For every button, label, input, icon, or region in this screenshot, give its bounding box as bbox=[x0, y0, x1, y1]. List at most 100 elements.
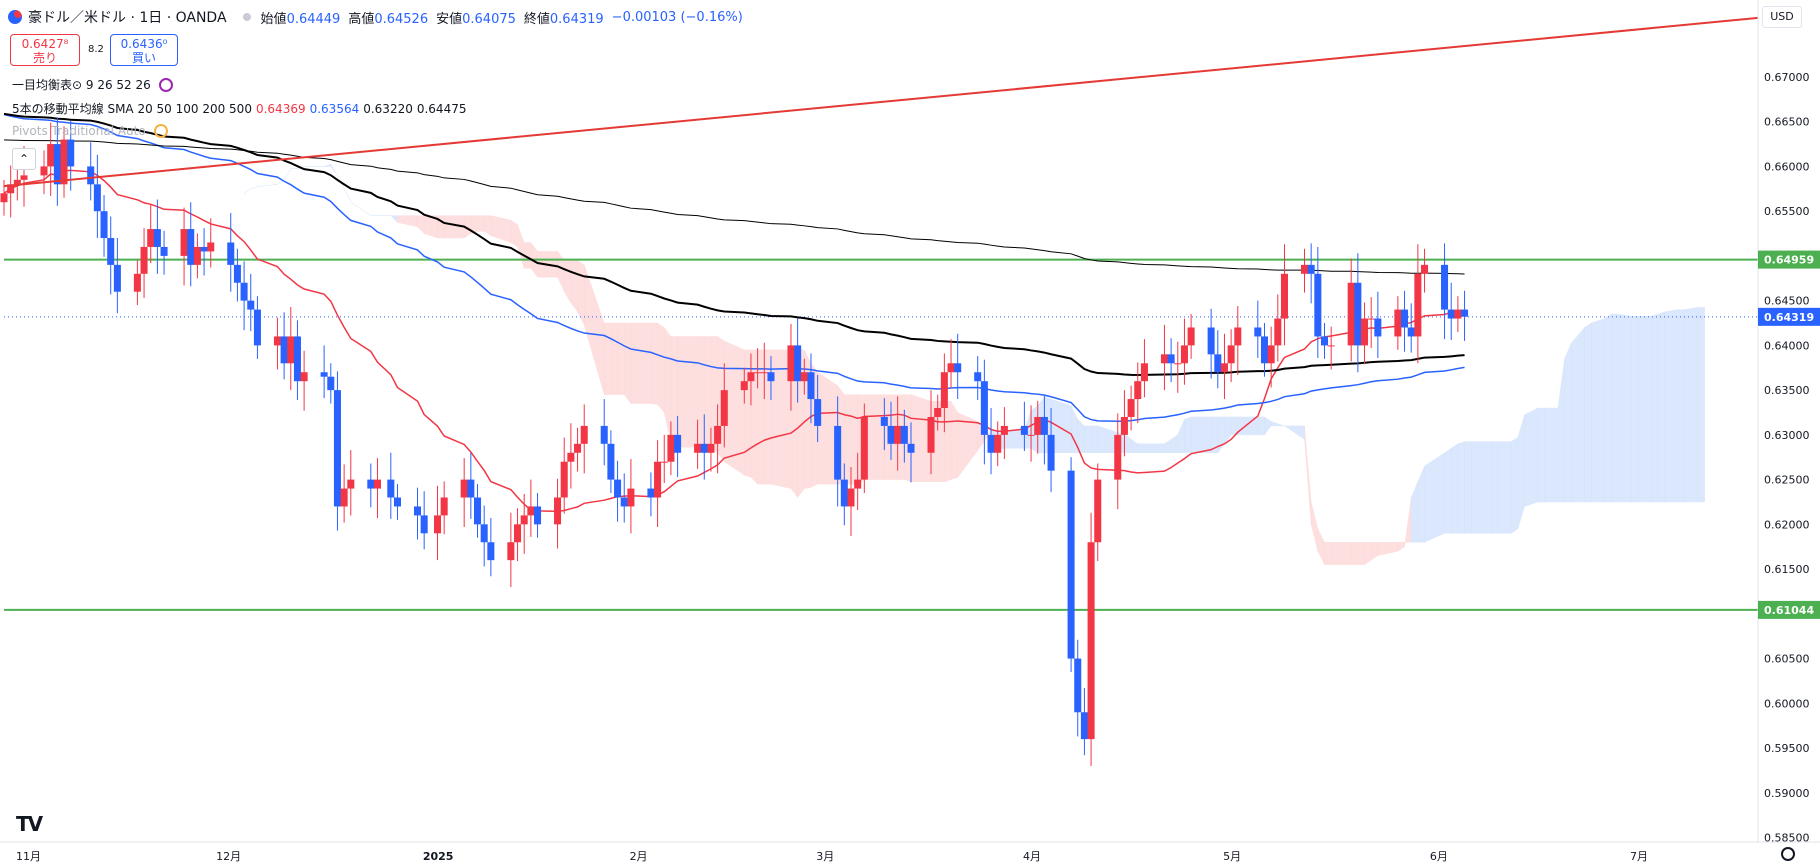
buy-price: 0.6436⁰ bbox=[120, 37, 168, 51]
cloud-segment bbox=[750, 349, 758, 485]
candle-body bbox=[227, 242, 235, 265]
candle-body bbox=[1094, 479, 1102, 543]
cloud-segment bbox=[1217, 416, 1225, 454]
moving-averages bbox=[3, 112, 1465, 513]
cloud-segment bbox=[944, 401, 952, 483]
candle-body bbox=[880, 416, 888, 426]
candle-body bbox=[527, 506, 535, 516]
candle-body bbox=[1260, 336, 1268, 364]
candle-body bbox=[607, 443, 615, 480]
cloud-segment bbox=[1564, 343, 1572, 503]
cloud-segment bbox=[697, 336, 705, 448]
candle-body bbox=[247, 300, 255, 310]
time-axis[interactable]: 11月 12月 2025 2月 3月 4月 5月 6月 7月 bbox=[0, 841, 1820, 863]
candle-body bbox=[67, 139, 75, 167]
indicator-pivots[interactable]: Pivots Traditional Auto bbox=[12, 124, 168, 138]
cloud-segment bbox=[1144, 443, 1165, 454]
cloud-segment bbox=[397, 215, 418, 228]
cloud-segment bbox=[1684, 307, 1699, 503]
candle-body bbox=[740, 381, 748, 391]
cloud-segment bbox=[1537, 407, 1545, 503]
candle-body bbox=[487, 542, 495, 561]
warning-icon bbox=[153, 124, 168, 138]
sma200-line bbox=[3, 139, 1465, 275]
candle-body bbox=[620, 497, 628, 507]
candle-body bbox=[1447, 309, 1455, 319]
collapse-legend-button[interactable]: ⌃ bbox=[12, 148, 36, 170]
candle-body bbox=[473, 497, 482, 525]
level-price-tag bbox=[1758, 600, 1820, 619]
candle-body bbox=[1421, 264, 1429, 274]
candle-body bbox=[160, 246, 168, 256]
candle-body bbox=[554, 497, 562, 525]
price-axis[interactable]: 0.670000.665000.660000.655000.650000.645… bbox=[1757, 0, 1820, 868]
candle-body bbox=[1160, 354, 1168, 364]
candle-body bbox=[580, 425, 588, 444]
candle-body bbox=[207, 242, 215, 252]
cloud-segment bbox=[490, 215, 512, 243]
settings-icon[interactable] bbox=[1781, 847, 1795, 861]
cloud-segment bbox=[1557, 358, 1565, 503]
cloud-segment bbox=[630, 322, 652, 404]
candle-body bbox=[193, 246, 201, 265]
price-tick-label: 0.63000 bbox=[1764, 429, 1810, 442]
cloud-segment bbox=[670, 336, 678, 448]
candle-body bbox=[60, 139, 68, 185]
candle-body bbox=[840, 479, 848, 507]
candle-body bbox=[440, 497, 448, 516]
candle-body bbox=[847, 488, 855, 507]
cloud-segment bbox=[844, 394, 852, 485]
candle-body bbox=[240, 282, 248, 301]
sell-button[interactable]: 0.6427⁸ 売り bbox=[10, 34, 80, 66]
candle-body bbox=[1167, 354, 1175, 364]
cloud-segment bbox=[483, 215, 492, 237]
candle-body bbox=[760, 372, 768, 374]
currency-selector[interactable]: USD bbox=[1762, 6, 1802, 28]
trendline[interactable] bbox=[3, 16, 1759, 188]
candle-body bbox=[433, 515, 442, 534]
candle-body bbox=[854, 479, 862, 489]
candle-body bbox=[747, 372, 755, 382]
cloud-segment bbox=[1077, 418, 1085, 454]
candle-body bbox=[1454, 309, 1462, 319]
cloud-segment bbox=[243, 188, 251, 194]
candle-body bbox=[520, 515, 528, 525]
cloud-segment bbox=[1377, 541, 1399, 556]
symbol-title[interactable]: 豪ドル／米ドル · 1日 · OANDA bbox=[28, 10, 227, 26]
candle-body bbox=[574, 443, 582, 453]
candle-body bbox=[340, 488, 348, 507]
indicator-sma[interactable]: 5本の移動平均線 SMA 20 50 100 200 500 0.64369 0… bbox=[12, 100, 466, 117]
candle-body bbox=[660, 461, 668, 463]
tradingview-logo-icon: TV bbox=[16, 812, 43, 836]
cloud-segment bbox=[350, 202, 371, 216]
close-value: 0.64319 bbox=[549, 11, 604, 27]
candle-body bbox=[133, 273, 141, 292]
cloud-segment bbox=[1651, 313, 1659, 503]
candle-body bbox=[720, 390, 728, 426]
candle-body bbox=[1067, 470, 1075, 659]
candle-body bbox=[1047, 434, 1055, 471]
candle-body bbox=[767, 372, 775, 382]
candle-body bbox=[1134, 381, 1142, 400]
cloud-segment bbox=[1591, 318, 1605, 503]
time-tick-label: 12月 bbox=[216, 850, 241, 863]
candle-body bbox=[1140, 363, 1148, 382]
candle-body bbox=[300, 372, 308, 382]
candle-body bbox=[187, 229, 195, 265]
candle-body bbox=[93, 184, 101, 212]
cloud-segment bbox=[1090, 425, 1098, 454]
sma100-value: 0.63220 bbox=[363, 101, 413, 116]
candle-body bbox=[1220, 363, 1228, 373]
buy-button[interactable]: 0.6436⁰ 買い bbox=[110, 34, 178, 66]
cloud-segment bbox=[1357, 541, 1365, 565]
cloud-segment bbox=[1470, 441, 1479, 534]
cloud-segment bbox=[1137, 443, 1145, 454]
indicator-ichimoku[interactable]: 一目均衡表⊙ 9 26 52 26 bbox=[12, 76, 173, 93]
price-tick-label: 0.63500 bbox=[1764, 384, 1810, 397]
horizontal-levels[interactable] bbox=[4, 258, 1758, 611]
candle-body bbox=[1280, 273, 1289, 319]
time-tick-label: 2025 bbox=[423, 850, 454, 863]
cloud-segment bbox=[850, 394, 858, 485]
candle-body bbox=[1114, 434, 1122, 480]
